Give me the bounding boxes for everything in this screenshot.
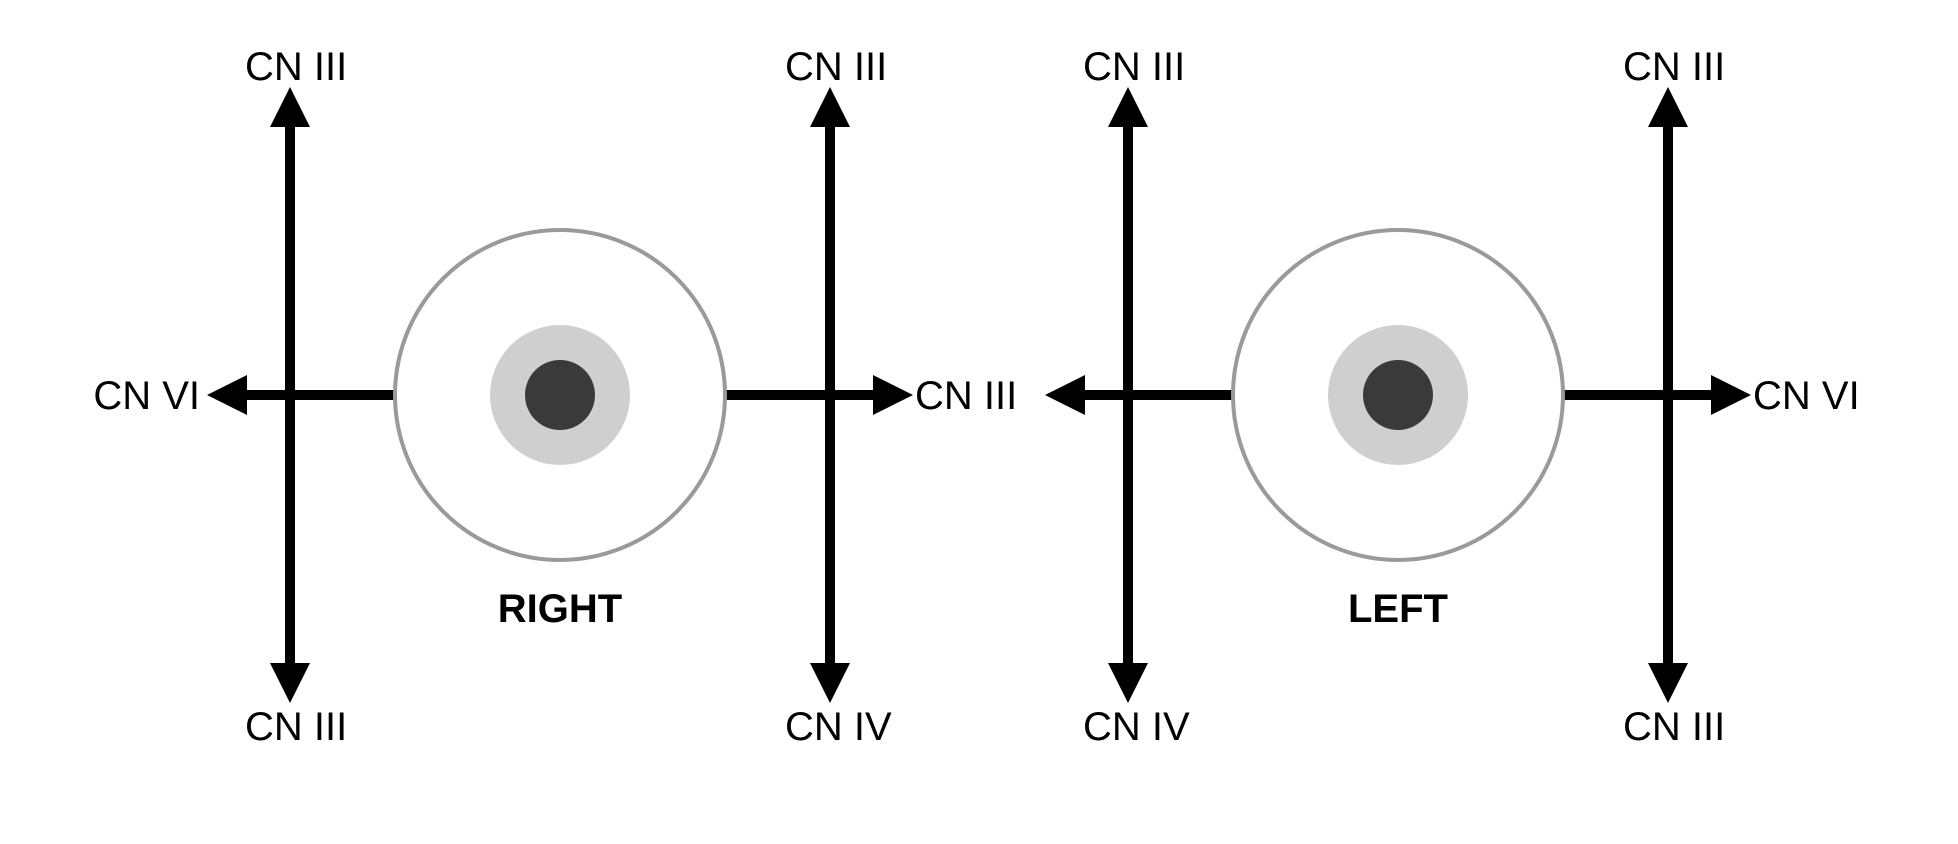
label-right-bottom-outer: CN III xyxy=(245,705,347,749)
label-left-bottom-outer: CN III xyxy=(1623,705,1725,749)
cranial-nerve-eye-diagram: CN III CN III CN III CN IV CN VI CN III … xyxy=(0,0,1958,844)
label-right-medial: CN III xyxy=(915,374,1017,418)
label-right-eye: RIGHT xyxy=(498,587,622,631)
label-right-lateral: CN VI xyxy=(93,374,200,418)
right-eye-pupil xyxy=(525,360,595,430)
label-right-bottom-inner: CN IV xyxy=(785,705,892,749)
label-right-top-outer: CN III xyxy=(245,45,347,89)
label-left-top-outer: CN III xyxy=(1623,45,1725,89)
label-right-top-inner: CN III xyxy=(785,45,887,89)
left-eye-pupil xyxy=(1363,360,1433,430)
label-left-eye: LEFT xyxy=(1348,587,1448,631)
label-left-bottom-inner: CN IV xyxy=(1083,705,1190,749)
label-left-top-inner: CN III xyxy=(1083,45,1185,89)
label-left-lateral: CN VI xyxy=(1753,374,1860,418)
